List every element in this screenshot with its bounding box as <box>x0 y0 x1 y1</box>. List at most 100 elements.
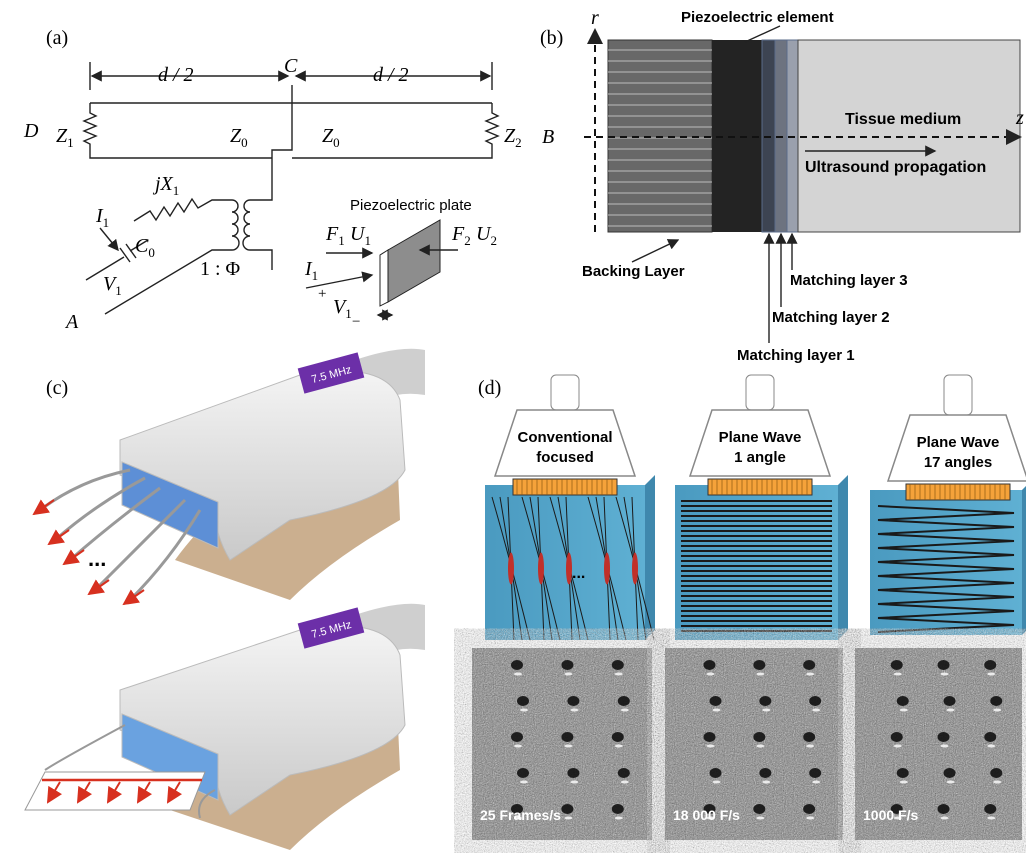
matching-label: Matching layer 2 <box>772 309 890 326</box>
panel-label: (d) <box>478 377 501 399</box>
panel-d: (d) Conventionalfocused25 Frames/sPlane … <box>472 375 1026 840</box>
symbol: U1 <box>350 223 371 248</box>
cyst <box>803 660 815 670</box>
cyst <box>938 732 950 742</box>
reflection <box>621 709 629 712</box>
signal-arrow <box>34 500 54 514</box>
symbol: jX1 <box>152 173 179 198</box>
mode-label: Plane Wave <box>719 429 802 446</box>
cyst <box>984 732 996 742</box>
cyst <box>990 768 1002 778</box>
cyst <box>990 696 1002 706</box>
cyst <box>561 660 573 670</box>
reflection <box>707 745 715 748</box>
cyst <box>759 768 771 778</box>
symbol-main: F <box>325 223 339 245</box>
focal-zone <box>604 553 610 585</box>
cyst <box>704 660 716 670</box>
reflection <box>762 781 770 784</box>
figure: (a) d / 2 d / 2 C D A 1 : Φ Piezoelectri… <box>0 0 1026 853</box>
reflection <box>707 673 715 676</box>
signal-arrow <box>89 580 109 594</box>
axis-label: z <box>1015 107 1024 129</box>
cyst <box>561 804 573 814</box>
focal-zone <box>538 553 544 585</box>
reflection <box>900 709 908 712</box>
symbol: F1 <box>325 223 345 248</box>
reflection <box>570 781 578 784</box>
symbol-sub: 2 <box>464 233 471 248</box>
matching-label: Matching layer 3 <box>790 272 908 289</box>
cyst <box>618 696 630 706</box>
probe-handle <box>551 375 579 410</box>
cyst <box>944 696 956 706</box>
cyst <box>567 696 579 706</box>
medium-side <box>1022 480 1026 635</box>
panel-c: (c) 7.5 MHz ... 7.5 MHz <box>25 349 425 850</box>
cyst <box>938 804 950 814</box>
reflection <box>806 817 814 820</box>
cyst <box>517 696 529 706</box>
reflection <box>564 673 572 676</box>
focal-zone <box>632 553 638 585</box>
symbol-sub: 1 <box>103 215 110 230</box>
port-label: B <box>542 126 554 148</box>
symbol-sub: 1 <box>338 233 345 248</box>
leader-arrow <box>632 240 678 262</box>
cyst <box>944 768 956 778</box>
cyst <box>803 804 815 814</box>
panel-label: (b) <box>540 27 563 49</box>
symbol: Z0 <box>322 125 340 150</box>
symbol-main: C <box>135 235 149 257</box>
mode-label: focused <box>536 449 594 466</box>
plate-face <box>388 220 440 302</box>
mode-label: Plane Wave <box>917 434 1000 451</box>
reflection <box>806 673 814 676</box>
medium-side <box>838 475 848 640</box>
symbol: C0 <box>135 235 155 260</box>
cyst <box>891 660 903 670</box>
cyst <box>612 732 624 742</box>
cyst <box>803 732 815 742</box>
symbol: U2 <box>476 223 497 248</box>
ellipsis: ... <box>88 546 106 571</box>
plate-title: Piezoelectric plate <box>350 197 472 214</box>
cyst <box>759 696 771 706</box>
turns-ratio: 1 : Φ <box>200 258 241 280</box>
cyst <box>753 732 765 742</box>
cyst <box>753 804 765 814</box>
cyst <box>618 768 630 778</box>
symbol-sub: 0 <box>241 135 248 150</box>
symbol-sub: 1 <box>115 283 122 298</box>
reflection <box>894 673 902 676</box>
cyst <box>984 804 996 814</box>
medium-side <box>645 475 655 640</box>
reflection <box>520 781 528 784</box>
reflection <box>987 673 995 676</box>
reflection <box>564 745 572 748</box>
panel-a: (a) d / 2 d / 2 C D A 1 : Φ Piezoelectri… <box>23 27 522 333</box>
panel-label: (c) <box>46 377 68 399</box>
mode-label: Conventional <box>517 429 612 446</box>
reflection <box>993 781 1001 784</box>
matching-label: Matching layer 1 <box>737 347 855 364</box>
node-label: C <box>284 55 298 77</box>
reflection <box>615 745 623 748</box>
reflection <box>756 745 764 748</box>
cyst <box>704 732 716 742</box>
reflection <box>564 817 572 820</box>
transducer-array <box>513 479 617 495</box>
reflection <box>812 781 820 784</box>
transducer-array <box>708 479 812 495</box>
probe-handle <box>944 375 972 415</box>
cyst <box>511 732 523 742</box>
cyst <box>612 804 624 814</box>
reflection <box>987 817 995 820</box>
dimension-label: d / 2 <box>158 64 194 86</box>
symbol-sub: 0 <box>148 245 155 260</box>
polarity: − <box>352 314 360 330</box>
focal-zone <box>508 553 514 585</box>
symbol: V1 <box>103 273 122 298</box>
